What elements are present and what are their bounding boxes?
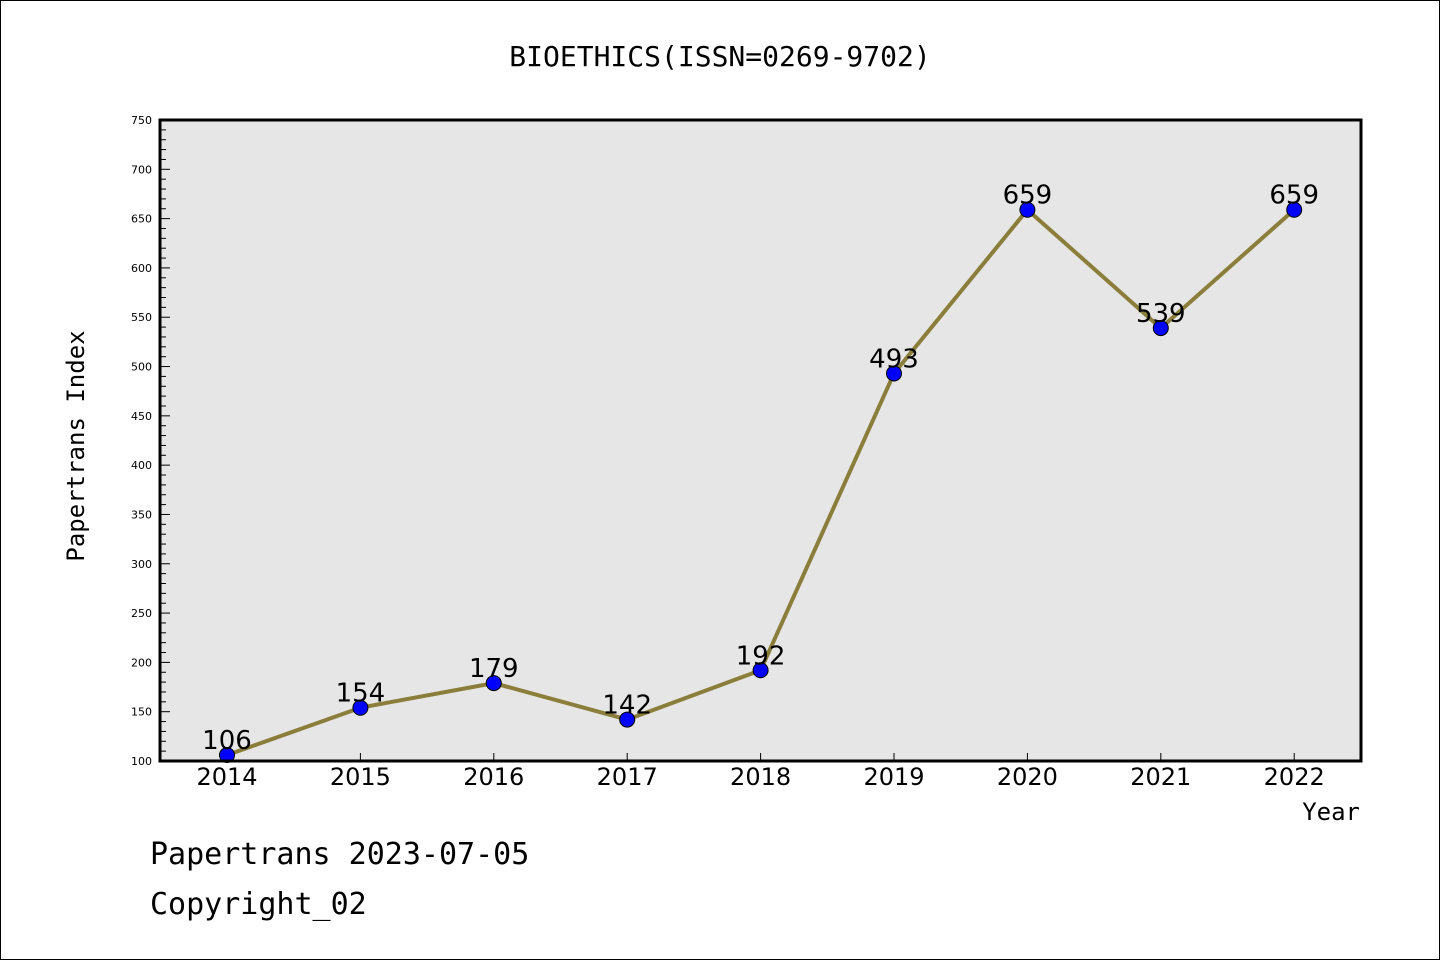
- y-tick-label: 500: [131, 361, 152, 374]
- data-labels: 106 154 179 142 192 493 659 539 659: [202, 181, 1319, 756]
- y-axis-label: Papertrans Index: [62, 330, 90, 561]
- y-tick-label: 200: [131, 656, 152, 669]
- data-label: 179: [469, 654, 519, 684]
- series-markers: [219, 201, 1303, 764]
- y-tick-label: 450: [131, 410, 152, 423]
- y-tick-label: 650: [131, 213, 152, 226]
- footer-copyright: Copyright_02: [150, 887, 367, 922]
- data-point: [352, 699, 369, 716]
- data-label: 192: [736, 641, 786, 671]
- y-tick-label: 550: [131, 311, 152, 324]
- y-tick-label: 300: [131, 558, 152, 571]
- x-tick-label: 2021: [1130, 763, 1191, 791]
- x-tick-label: 2016: [463, 763, 524, 791]
- data-label: 142: [602, 691, 652, 721]
- x-axis-label: Year: [1302, 798, 1360, 826]
- plot-area: [160, 120, 1361, 761]
- x-tick-label: 2020: [997, 763, 1058, 791]
- y-tick-label: 400: [131, 459, 152, 472]
- data-label: 539: [1136, 299, 1186, 329]
- data-point: [485, 675, 502, 692]
- data-label: 106: [202, 726, 252, 756]
- data-label: 154: [336, 679, 386, 709]
- data-label: 659: [1269, 181, 1319, 211]
- data-point: [752, 662, 769, 679]
- data-point: [1019, 201, 1036, 218]
- data-label: 493: [869, 344, 919, 374]
- y-tick-label: 100: [131, 755, 152, 768]
- data-point: [1152, 320, 1169, 337]
- x-tick-label: 2022: [1264, 763, 1325, 791]
- x-tick-label: 2019: [863, 763, 924, 791]
- data-point: [619, 711, 636, 728]
- chart-title: BIOETHICS(ISSN=0269-9702): [509, 40, 930, 73]
- x-tick-label: 2014: [196, 763, 257, 791]
- x-tick-label: 2018: [730, 763, 791, 791]
- y-axis: 100 150 200 250 300 350 400 450 500 550 600 650 700 7…: [131, 114, 170, 768]
- y-tick-label: 250: [131, 607, 152, 620]
- y-tick-label: 350: [131, 508, 152, 521]
- data-point: [1286, 201, 1303, 218]
- x-axis: 2014 2015 2016 2017 2018 2019 2020 2021 2022: [196, 753, 1325, 791]
- y-tick-label: 150: [131, 706, 152, 719]
- footer-date: Papertrans 2023-07-05: [150, 837, 529, 872]
- x-tick-label: 2015: [330, 763, 391, 791]
- x-tick-label: 2017: [597, 763, 658, 791]
- data-label: 659: [1003, 181, 1053, 211]
- y-tick-label: 600: [131, 262, 152, 275]
- plot-frame: [158, 118, 1363, 763]
- y-tick-label: 750: [131, 114, 152, 127]
- data-point: [219, 747, 235, 764]
- data-point: [886, 365, 902, 382]
- y-tick-label: 700: [131, 163, 152, 176]
